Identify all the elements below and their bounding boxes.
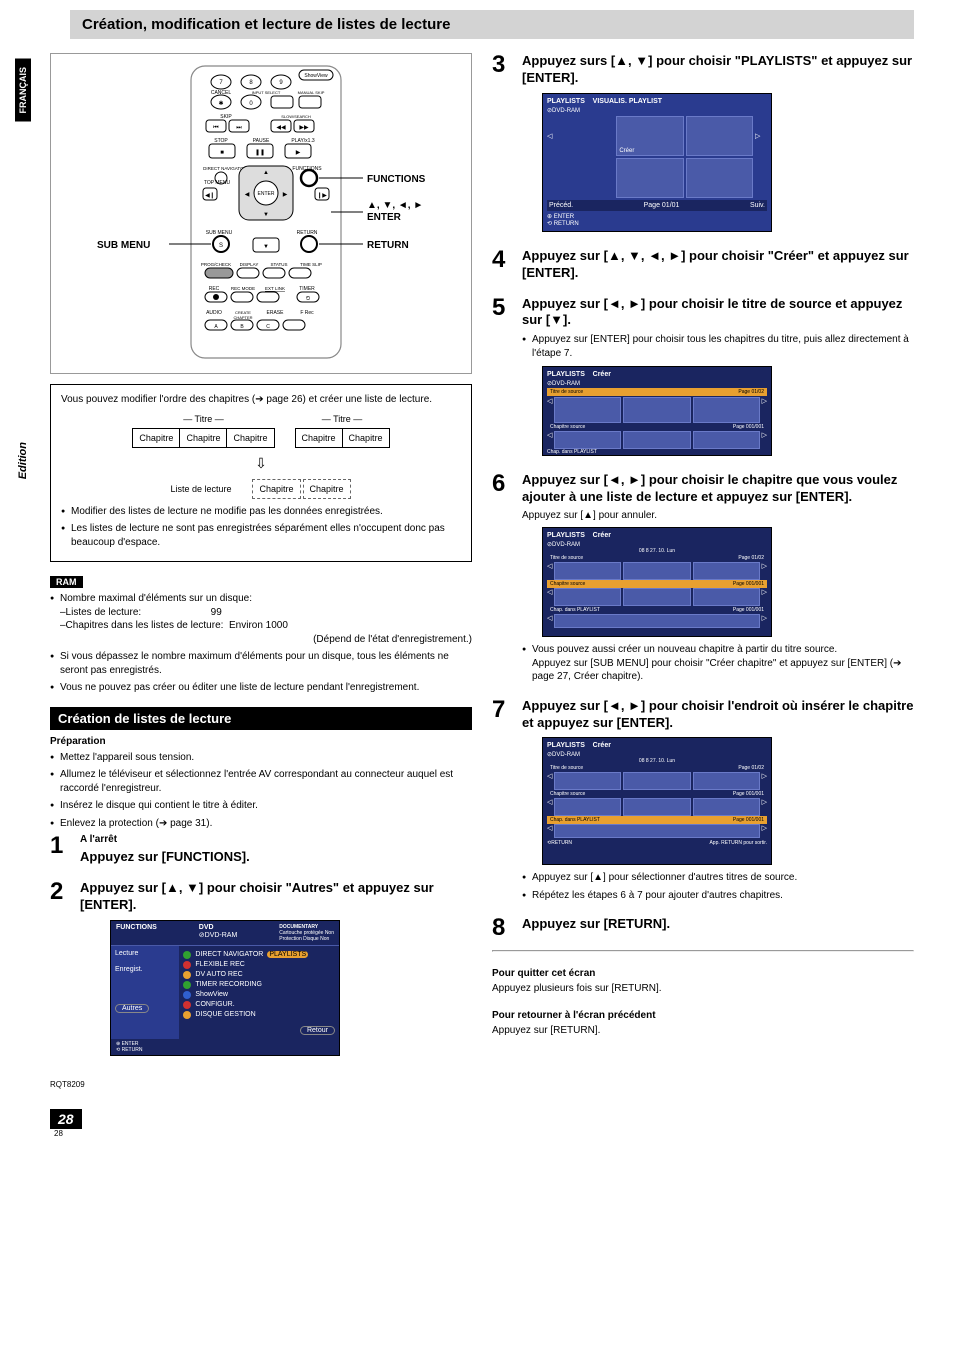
svg-text:PAUSE: PAUSE <box>253 138 270 144</box>
playlist-screen: PLAYLISTS VISUALIS. PLAYLIST ⊘DVD-RAM ◁ … <box>542 93 772 232</box>
remote-diagram: 7 8 9 ShowView CANCELINPUT SELECTMANUAL … <box>50 53 472 374</box>
svg-text:S: S <box>219 243 223 249</box>
svg-text:⏲: ⏲ <box>306 296 311 302</box>
svg-text:TIME SLIP: TIME SLIP <box>300 262 322 267</box>
creation-section-bar: Création de listes de lecture <box>50 707 472 730</box>
page-number-small: 28 <box>54 1129 472 1138</box>
step-4: 4 Appuyez sur [▲, ▼, ◄, ►] pour choisir … <box>492 248 914 286</box>
svg-text:ShowView: ShowView <box>304 73 328 79</box>
svg-text:STOP: STOP <box>214 138 228 144</box>
svg-text:7: 7 <box>219 80 223 86</box>
svg-text:CHAPTER: CHAPTER <box>233 315 252 320</box>
right-column: 3 Appuyez surs [▲, ▼] pour choisir "PLAY… <box>492 53 914 1138</box>
step-8: 8 Appuyez sur [RETURN]. <box>492 916 914 940</box>
left-column: 7 8 9 ShowView CANCELINPUT SELECTMANUAL … <box>50 53 472 1138</box>
content: 7 8 9 ShowView CANCELINPUT SELECTMANUAL … <box>50 53 914 1138</box>
svg-text:SUB MENU: SUB MENU <box>206 230 233 236</box>
svg-text:0: 0 <box>249 101 253 107</box>
svg-text:RETURN: RETURN <box>297 230 318 236</box>
footer-text: Pour quitter cet écran Appuyez plusieurs… <box>492 968 914 1036</box>
rqt-code: RQT8209 <box>50 1080 472 1089</box>
svg-text:ENTER: ENTER <box>258 191 275 197</box>
chapter-cells-2: Chapitre Chapitre <box>295 428 390 448</box>
svg-text:REC MODE: REC MODE <box>231 286 255 291</box>
svg-text:▶: ▶ <box>296 150 301 156</box>
label-return: RETURN <box>367 240 409 251</box>
svg-text:A: A <box>214 324 218 330</box>
creer-screen-2: PLAYLISTS Créer ⊘DVD-RAM 08 8 27. 10. Lu… <box>542 527 772 637</box>
label-enter: ENTER <box>367 212 402 223</box>
infobox-note1: Modifier des listes de lecture ne modifi… <box>61 505 461 519</box>
svg-text:AUDIO: AUDIO <box>206 310 222 316</box>
svg-text:✱: ✱ <box>218 100 223 107</box>
label-arrows: ▲, ▼, ◄, ► <box>367 200 423 211</box>
creer-screen-3: PLAYLISTS Créer ⊘DVD-RAM 08 8 27. 10. Lu… <box>542 737 772 865</box>
page-title-bar: Création, modification et lecture de lis… <box>70 10 914 39</box>
svg-text:◀◀: ◀◀ <box>276 125 286 131</box>
svg-text:❚❚: ❚❚ <box>255 149 265 156</box>
svg-text:B: B <box>240 324 244 330</box>
prep-label: Préparation <box>50 736 472 747</box>
svg-text:SKIP: SKIP <box>220 114 232 120</box>
svg-text:TIMER: TIMER <box>299 286 315 292</box>
svg-text:▶: ▶ <box>283 192 288 198</box>
side-tabs: FRANÇAIS Edition <box>10 53 36 1138</box>
infobox-note2: Les listes de lecture ne sont pas enregi… <box>61 522 461 549</box>
step-2: 2 Appuyez sur [▲, ▼] pour choisir "Autre… <box>50 880 472 1062</box>
arrow-down-icon: ⇩ <box>61 454 461 473</box>
svg-text:⏮: ⏮ <box>213 125 219 131</box>
step-3: 3 Appuyez surs [▲, ▼] pour choisir "PLAY… <box>492 53 914 238</box>
chapter-cells-1: Chapitre Chapitre Chapitre <box>132 428 274 448</box>
chapter-row-2: Liste de lecture Chapitre Chapitre <box>61 479 461 499</box>
svg-text:▶▶: ▶▶ <box>299 125 309 131</box>
label-functions: FUNCTIONS <box>367 174 426 185</box>
svg-text:PLAY/x1.3: PLAY/x1.3 <box>291 138 314 144</box>
label-submenu: SUB MENU <box>97 240 150 251</box>
page-number: 28 <box>50 1109 82 1129</box>
step-7: 7 Appuyez sur [◄, ►] pour choisir l'endr… <box>492 698 914 907</box>
page-title: Création, modification et lecture de lis… <box>82 16 450 33</box>
svg-text:⏭: ⏭ <box>236 125 242 131</box>
chapter-row-1: — Titre — Chapitre Chapitre Chapitre — T… <box>61 413 461 448</box>
svg-text:■: ■ <box>220 150 224 156</box>
svg-text:❙▶: ❙▶ <box>317 192 327 199</box>
step-num-1: 1 <box>50 834 80 870</box>
svg-text:INPUT SELECT: INPUT SELECT <box>252 90 281 95</box>
svg-text:REC: REC <box>209 286 220 292</box>
svg-text:▲: ▲ <box>263 170 269 176</box>
svg-text:▼: ▼ <box>263 244 269 250</box>
step-num-2: 2 <box>50 880 80 1062</box>
step-6: 6 Appuyez sur [◄, ►] pour choisir le cha… <box>492 472 914 687</box>
remote-svg: 7 8 9 ShowView CANCELINPUT SELECTMANUAL … <box>59 62 463 362</box>
svg-text:MANUAL SKIP: MANUAL SKIP <box>298 90 325 95</box>
svg-text:▼: ▼ <box>263 212 269 218</box>
ram-list: Nombre maximal d'éléments sur un disque:… <box>50 592 472 695</box>
layout: FRANÇAIS Edition 7 8 9 ShowView CANCELIN… <box>10 53 914 1138</box>
svg-text:F Rec: F Rec <box>300 310 314 316</box>
svg-text:◀❙: ◀❙ <box>205 192 215 199</box>
svg-text:SLOW/SEARCH: SLOW/SEARCH <box>281 114 311 119</box>
svg-text:EXT LINK: EXT LINK <box>265 286 285 291</box>
chapter-info-box: Vous pouvez modifier l'ordre des chapitr… <box>50 384 472 562</box>
svg-text:ERASE: ERASE <box>267 310 285 316</box>
playlist-cells: Chapitre Chapitre <box>251 479 351 499</box>
step-1: 1 A l'arrêt Appuyez sur [FUNCTIONS]. <box>50 834 472 870</box>
svg-text:STATUS: STATUS <box>270 262 287 267</box>
creer-screen-1: PLAYLISTS Créer ⊘DVD-RAM Titre de source… <box>542 366 772 456</box>
svg-text:8: 8 <box>249 80 253 86</box>
svg-text:PROG/CHECK: PROG/CHECK <box>201 262 231 267</box>
svg-text:◀: ◀ <box>245 192 250 198</box>
functions-screen: FUNCTIONS DVD⊘DVD-RAM DOCUMENTARYCartouc… <box>110 920 340 1056</box>
svg-text:C: C <box>266 324 270 330</box>
ram-badge: RAM <box>50 576 83 588</box>
edition-tab: Edition <box>17 442 29 479</box>
prep-list: Mettez l'appareil sous tension. Allumez … <box>50 751 472 831</box>
step-5: 5 Appuyez sur [◄, ►] pour choisir le tit… <box>492 296 914 463</box>
lang-tab: FRANÇAIS <box>15 59 31 122</box>
svg-text:9: 9 <box>279 80 283 86</box>
svg-text:DISPLAY: DISPLAY <box>240 262 259 267</box>
infobox-intro: Vous pouvez modifier l'ordre des chapitr… <box>61 393 461 407</box>
